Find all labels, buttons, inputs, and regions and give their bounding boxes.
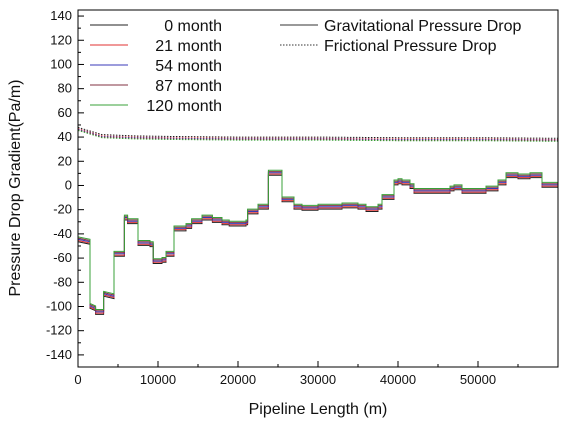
y-tick-label-12: -100 [46,298,72,313]
y-tick-label-10: -60 [53,250,72,265]
series-gravitational-line-4 [77,169,558,310]
y-tick-label-9: -40 [53,226,72,241]
y-tick-label-1: 120 [50,32,72,47]
legend-label-4: 120 month [146,98,222,115]
x-tick-label-1: 10000 [140,372,176,387]
x-tick-label-0: 0 [74,372,81,387]
y-tick-label-4: 60 [58,105,72,120]
y-tick-label-7: 0 [65,177,72,192]
y-tick-label-2: 100 [50,56,72,71]
legend-label-0: 0 month [164,18,222,35]
x-tick-label-4: 40000 [380,372,416,387]
y-tick-label-5: 40 [58,129,72,144]
y-tick-label-11: -80 [53,274,72,289]
legend-label-1: 21 month [155,38,222,55]
x-axis-title: Pipeline Length (m) [249,401,388,418]
legend-label-3: 87 month [155,78,222,95]
y-tick-label-8: -20 [53,202,72,217]
legend-type-label-1: Frictional Pressure Drop [324,38,497,55]
y-tick-label-0: 140 [50,8,72,23]
y-axis-title: Pressure Drop Gradient(Pa/m) [7,80,24,297]
y-tick-label-14: -140 [46,347,72,362]
series-layer [77,126,559,315]
y-tick-label-3: 80 [58,81,72,96]
legend-type-label-0: Gravitational Pressure Drop [324,18,522,35]
x-tick-label-3: 30000 [300,372,336,387]
legend-label-2: 54 month [155,58,222,75]
x-tick-label-2: 20000 [220,372,256,387]
series-frictional-line-0 [77,126,559,139]
y-tick-label-6: 20 [58,153,72,168]
legend: 0 month 21 month 54 month 87 month 120 month… [90,18,522,115]
y-tick-label-13: -120 [46,323,72,338]
x-tick-label-5: 50000 [460,372,496,387]
tick-layer: 140 120 100 80 60 40 20 0 -20 -40 -60 -80 -100 -120 -1… [46,8,519,387]
